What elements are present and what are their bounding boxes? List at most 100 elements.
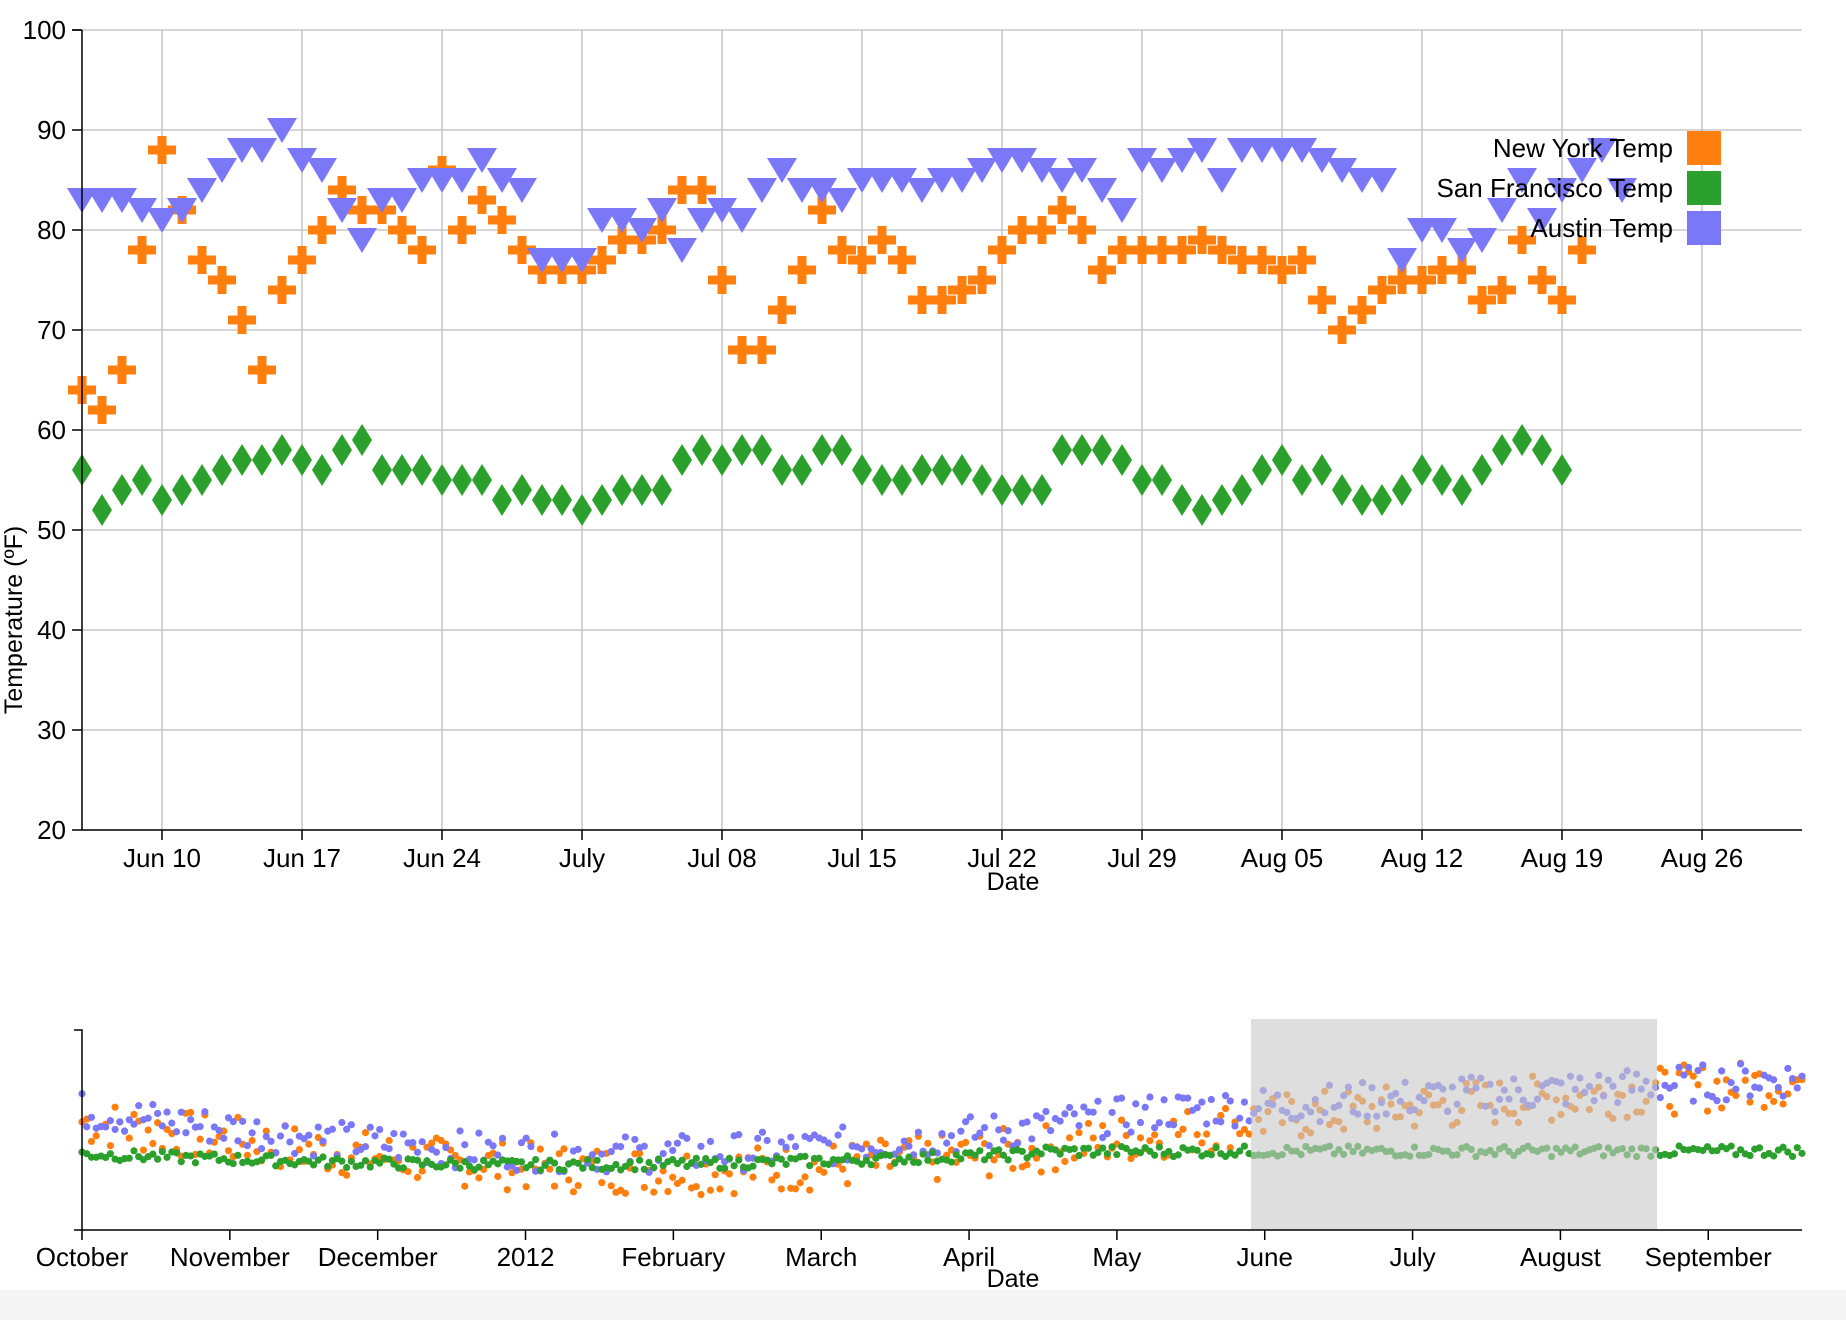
- data-point-san-francisco-temp: [1332, 474, 1352, 506]
- data-point-austin-temp: [847, 168, 877, 193]
- data-point-san-francisco-temp: [752, 434, 772, 466]
- context-point-austin-temp: [1117, 1094, 1126, 1102]
- context-point-new-york-temp: [1666, 1102, 1674, 1111]
- data-point-austin-temp: [1567, 158, 1597, 183]
- context-point-new-york-temp: [111, 1103, 119, 1111]
- data-point-austin-temp: [307, 158, 337, 183]
- context-point-austin-temp: [111, 1125, 119, 1134]
- brush-selection[interactable]: [1251, 1019, 1657, 1230]
- context-point-austin-temp: [399, 1130, 407, 1138]
- context-point-san-francisco-temp: [357, 1161, 365, 1169]
- data-point-san-francisco-temp: [1012, 474, 1032, 506]
- context-point-austin-temp: [1132, 1100, 1140, 1108]
- context-point-austin-temp: [976, 1129, 984, 1137]
- data-point-austin-temp: [567, 248, 597, 273]
- context-point-austin-temp: [1004, 1127, 1012, 1135]
- data-point-austin-temp: [1427, 218, 1457, 243]
- context-point-san-francisco-temp: [999, 1151, 1008, 1159]
- data-point-new-york-temp: [1388, 266, 1416, 294]
- context-point-austin-temp: [130, 1120, 138, 1128]
- data-point-san-francisco-temp: [1032, 474, 1052, 506]
- data-point-austin-temp: [627, 218, 657, 243]
- data-point-new-york-temp: [1508, 226, 1536, 254]
- context-point-new-york-temp: [659, 1167, 667, 1175]
- context-point-san-francisco-temp: [154, 1155, 162, 1163]
- context-point-new-york-temp: [461, 1182, 469, 1190]
- context-point-austin-temp: [706, 1137, 715, 1146]
- data-point-austin-temp: [1287, 138, 1317, 163]
- data-point-new-york-temp: [1428, 256, 1456, 284]
- context-x-tick-label: 2012: [497, 1242, 555, 1272]
- context-x-tick-label: July: [1389, 1242, 1435, 1272]
- context-point-austin-temp: [1221, 1092, 1230, 1100]
- context-x-tick-label: December: [318, 1242, 438, 1272]
- context-point-new-york-temp: [494, 1172, 502, 1181]
- data-point-austin-temp: [1207, 168, 1237, 193]
- data-point-austin-temp: [1367, 168, 1397, 193]
- context-point-austin-temp: [522, 1134, 530, 1142]
- context-point-new-york-temp: [92, 1132, 100, 1140]
- data-point-austin-temp: [1507, 168, 1537, 193]
- context-point-austin-temp: [1065, 1103, 1074, 1112]
- data-point-austin-temp: [1347, 168, 1377, 193]
- context-point-new-york-temp: [1760, 1103, 1768, 1112]
- context-point-new-york-temp: [413, 1173, 422, 1182]
- data-point-austin-temp: [587, 208, 617, 233]
- context-point-austin-temp: [574, 1145, 582, 1153]
- y-tick-label: 30: [37, 715, 66, 745]
- data-point-san-francisco-temp: [1092, 434, 1112, 466]
- data-point-new-york-temp: [948, 276, 976, 304]
- data-point-san-francisco-temp: [432, 464, 452, 496]
- context-point-san-francisco-temp: [976, 1147, 984, 1155]
- data-point-san-francisco-temp: [1552, 454, 1572, 486]
- context-point-san-francisco-temp: [1122, 1144, 1130, 1153]
- context-point-new-york-temp: [768, 1176, 776, 1184]
- context-point-new-york-temp: [1089, 1134, 1097, 1142]
- data-point-san-francisco-temp: [1472, 454, 1492, 486]
- context-point-san-francisco-temp: [1713, 1147, 1721, 1155]
- data-point-new-york-temp: [808, 196, 836, 224]
- data-point-austin-temp: [107, 188, 137, 213]
- data-point-new-york-temp: [1288, 246, 1316, 274]
- context-point-austin-temp: [1160, 1096, 1168, 1104]
- data-point-new-york-temp: [648, 216, 676, 244]
- context-point-austin-temp: [1203, 1120, 1211, 1128]
- context-point-austin-temp: [120, 1127, 129, 1135]
- context-point-san-francisco-temp: [711, 1155, 719, 1164]
- context-point-austin-temp: [517, 1139, 526, 1147]
- context-point-austin-temp: [858, 1145, 866, 1153]
- context-point-san-francisco-temp: [187, 1152, 195, 1160]
- data-point-san-francisco-temp: [352, 424, 372, 456]
- data-point-san-francisco-temp: [1392, 474, 1412, 506]
- context-point-san-francisco-temp: [257, 1156, 266, 1164]
- data-point-new-york-temp: [248, 356, 276, 384]
- context-point-austin-temp: [494, 1151, 502, 1159]
- data-point-san-francisco-temp: [1292, 464, 1312, 496]
- context-point-new-york-temp: [692, 1182, 700, 1191]
- context-point-new-york-temp: [749, 1173, 757, 1181]
- context-point-austin-temp: [177, 1108, 185, 1116]
- context-point-austin-temp: [1207, 1095, 1215, 1104]
- data-point-new-york-temp: [1268, 256, 1296, 284]
- data-point-austin-temp: [467, 148, 497, 173]
- context-point-san-francisco-temp: [536, 1166, 544, 1174]
- context-point-austin-temp: [957, 1127, 965, 1135]
- data-point-san-francisco-temp: [1132, 464, 1152, 496]
- context-point-austin-temp: [187, 1116, 195, 1124]
- data-point-new-york-temp: [828, 236, 856, 264]
- context-point-austin-temp: [1755, 1084, 1764, 1092]
- context-point-san-francisco-temp: [267, 1151, 275, 1159]
- legend-label: San Francisco Temp: [1436, 173, 1673, 203]
- context-point-new-york-temp: [1037, 1168, 1045, 1176]
- context-point-san-francisco-temp: [1037, 1150, 1045, 1158]
- context-point-austin-temp: [83, 1123, 91, 1131]
- context-point-san-francisco-temp: [678, 1156, 686, 1164]
- context-point-austin-temp: [905, 1142, 913, 1150]
- data-point-austin-temp: [1607, 178, 1637, 203]
- data-point-san-francisco-temp: [612, 474, 632, 506]
- context-point-san-francisco-temp: [692, 1154, 700, 1162]
- context-point-austin-temp: [470, 1156, 478, 1164]
- context-point-austin-temp: [995, 1126, 1003, 1134]
- context-point-austin-temp: [1231, 1122, 1239, 1130]
- context-point-austin-temp: [588, 1151, 596, 1159]
